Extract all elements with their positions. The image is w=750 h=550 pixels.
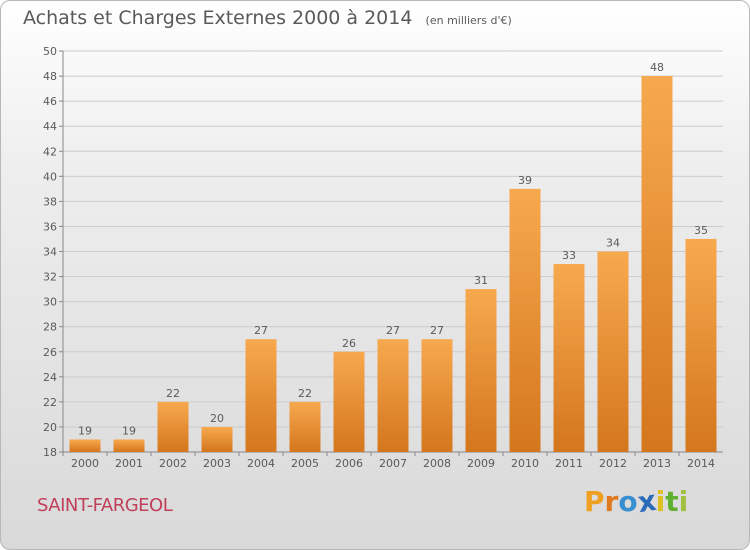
chart-title: Achats et Charges Externes 2000 à 2014 (… [23,7,512,29]
data-label: 22 [166,387,180,400]
bar [201,426,233,452]
x-tick-label: 2008 [423,457,451,470]
bar [69,439,101,452]
bar [113,439,145,452]
x-tick-label: 2010 [511,457,539,470]
logo-letter: i [655,485,666,518]
data-label: 20 [210,412,224,425]
y-tick-label: 40 [43,170,57,183]
y-tick-label: 20 [43,421,57,434]
logo-letter: x [635,483,658,520]
data-label: 33 [562,249,576,262]
bar [289,401,321,452]
bar [553,264,585,452]
x-tick-label: 2002 [159,457,187,470]
bar [245,339,277,452]
data-labels: 19 19 22 20 27 22 26 27 27 31 39 33 34 48 35 [78,61,708,437]
x-tick-label: 2011 [555,457,583,470]
bar [465,289,497,452]
data-label: 35 [694,224,708,237]
commune-name: SAINT-FARGEOL [37,495,173,516]
bar [641,76,673,452]
y-tick-label: 38 [43,195,57,208]
y-tick-label: 36 [43,220,57,233]
y-tick-label: 22 [43,396,57,409]
x-tick-label: 2014 [687,457,715,470]
y-tick-label: 42 [43,145,57,158]
bar [421,339,453,452]
bar [509,188,541,452]
y-tick-label: 48 [43,70,57,83]
y-tick-label: 24 [43,371,57,384]
x-tick-label: 2007 [379,457,407,470]
bar [333,351,365,452]
bar [685,238,717,452]
x-tick-label: 2005 [291,457,319,470]
proxiti-logo[interactable]: Proxiti [584,483,689,520]
y-tick-label: 50 [43,45,57,58]
x-tick-label: 2001 [115,457,143,470]
logo-letter: o [618,485,638,518]
y-tick-label: 28 [43,321,57,334]
axes: 18 20 22 24 26 28 30 32 34 36 38 40 42 44 46 48 50 2000 20… [43,45,723,470]
chart-title-unit: (en milliers d'€) [425,14,512,27]
x-tick-label: 2003 [203,457,231,470]
data-label: 22 [298,387,312,400]
x-tick-label: 2000 [71,457,99,470]
data-label: 27 [430,324,444,337]
data-label: 27 [254,324,268,337]
y-tick-label: 32 [43,271,57,284]
bar [597,251,629,452]
data-label: 19 [78,424,92,437]
data-label: 48 [650,61,664,74]
logo-letter: i [678,485,689,518]
y-tick-label: 18 [43,446,57,459]
x-tick-label: 2009 [467,457,495,470]
data-label: 34 [606,237,620,250]
x-tick-label: 2004 [247,457,275,470]
y-tick-label: 30 [43,296,57,309]
x-tick-label: 2013 [643,457,671,470]
bar [157,401,189,452]
chart-title-main: Achats et Charges Externes 2000 à 2014 [23,7,413,29]
data-label: 19 [122,424,136,437]
logo-letter: r [604,485,619,518]
y-tick-label: 44 [43,120,57,133]
data-label: 26 [342,337,356,350]
y-tick-label: 34 [43,246,57,259]
bar [377,339,409,452]
logo-letter: P [584,485,605,518]
y-tick-label: 46 [43,95,57,108]
logo-letter: t [665,485,679,518]
bars [69,76,717,452]
data-label: 31 [474,274,488,287]
data-label: 39 [518,174,532,187]
data-label: 27 [386,324,400,337]
x-tick-label: 2006 [335,457,363,470]
x-tick-label: 2012 [599,457,627,470]
y-tick-label: 26 [43,346,57,359]
